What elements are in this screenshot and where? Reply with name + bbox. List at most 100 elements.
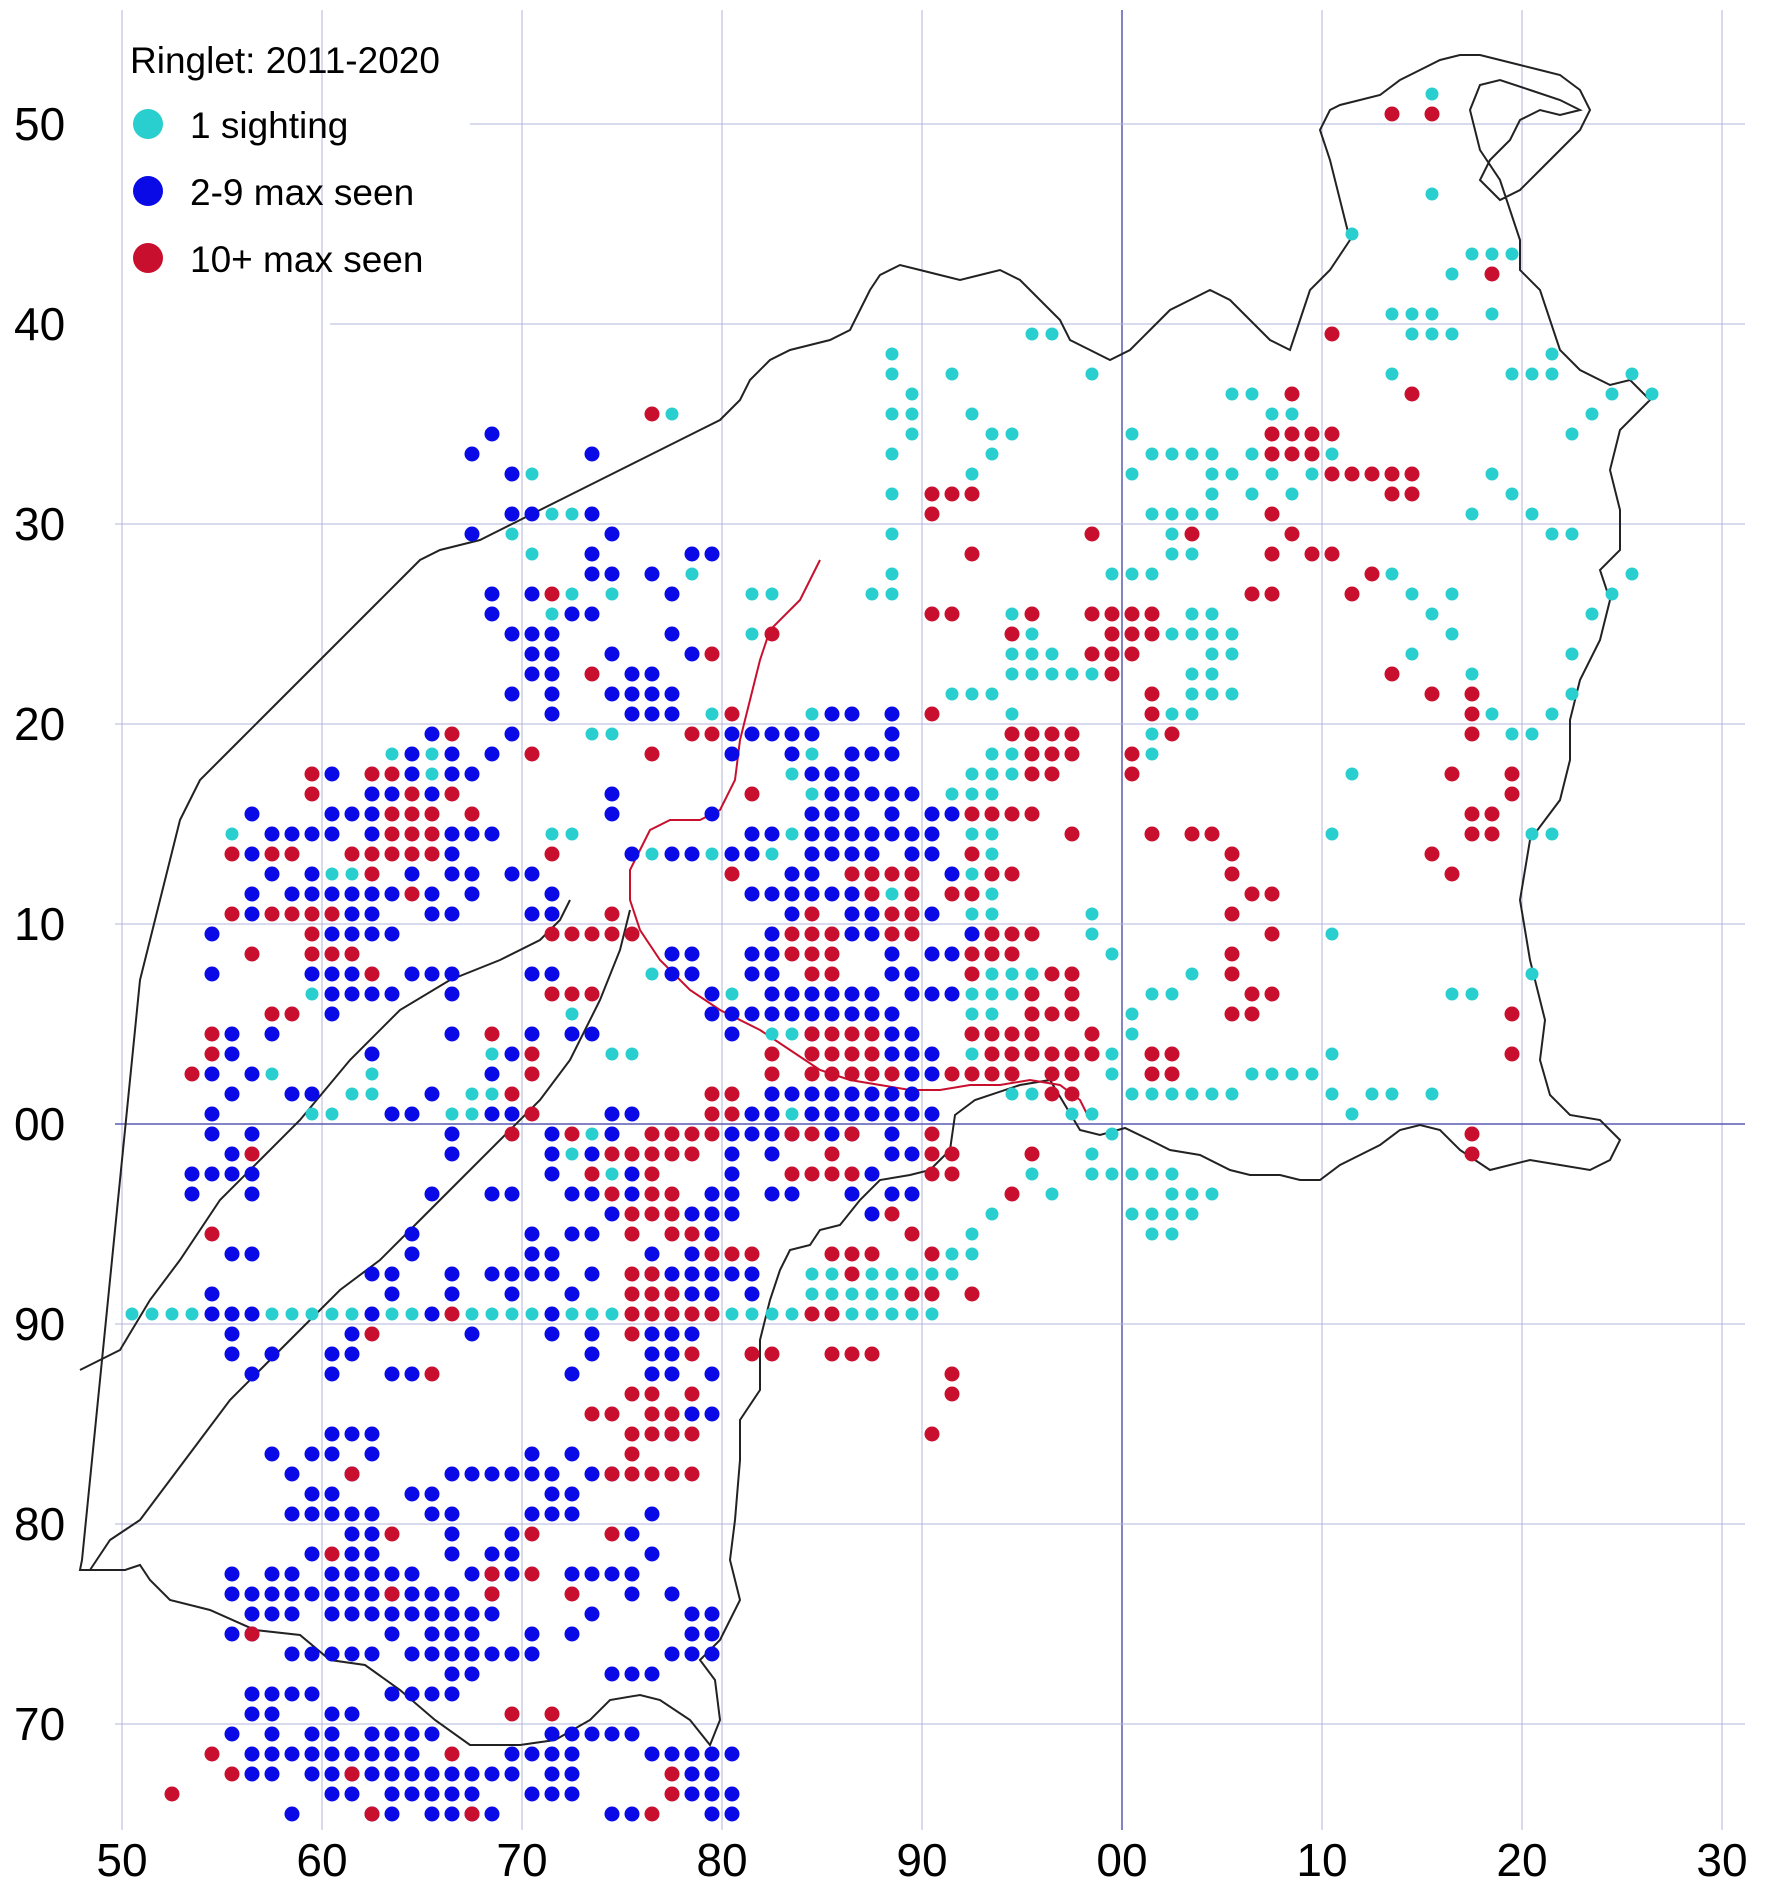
dot-many bbox=[1264, 546, 1280, 562]
dot-single bbox=[1285, 1067, 1299, 1081]
dot-many bbox=[584, 1166, 600, 1182]
dot-few bbox=[884, 1106, 900, 1122]
dot-few bbox=[864, 846, 880, 862]
dot-few bbox=[264, 826, 280, 842]
dot-single bbox=[1325, 447, 1339, 461]
dot-few bbox=[424, 1686, 440, 1702]
dot-few bbox=[544, 886, 560, 902]
dot-few bbox=[864, 1206, 880, 1222]
dot-few bbox=[424, 1086, 440, 1102]
dot-few bbox=[264, 1566, 280, 1582]
dot-many bbox=[1204, 826, 1220, 842]
dot-single bbox=[965, 467, 979, 481]
dot-few bbox=[584, 1606, 600, 1622]
dot-few bbox=[404, 1366, 420, 1382]
dot-few bbox=[544, 906, 560, 922]
dot-few bbox=[424, 1726, 440, 1742]
dot-single bbox=[1025, 967, 1039, 981]
dot-single bbox=[1165, 707, 1179, 721]
dot-single bbox=[585, 1307, 599, 1321]
dot-few bbox=[544, 966, 560, 982]
dot-many bbox=[884, 926, 900, 942]
dot-many bbox=[724, 1086, 740, 1102]
dot-single bbox=[985, 887, 999, 901]
dot-few bbox=[444, 1146, 460, 1162]
dot-few bbox=[544, 1466, 560, 1482]
dot-many bbox=[544, 846, 560, 862]
dot-single bbox=[665, 407, 679, 421]
dot-few bbox=[584, 1266, 600, 1282]
dot-many bbox=[624, 1146, 640, 1162]
dot-many bbox=[964, 886, 980, 902]
dot-single bbox=[565, 1147, 579, 1161]
dot-many bbox=[664, 1186, 680, 1202]
legend-swatch-single bbox=[133, 109, 163, 139]
dot-few bbox=[584, 506, 600, 522]
dot-single bbox=[1185, 687, 1199, 701]
dot-single bbox=[1105, 1167, 1119, 1181]
dot-few bbox=[604, 1126, 620, 1142]
dot-few bbox=[704, 1786, 720, 1802]
dot-few bbox=[704, 1766, 720, 1782]
dot-few bbox=[384, 986, 400, 1002]
dot-few bbox=[744, 1006, 760, 1022]
dot-many bbox=[564, 926, 580, 942]
dot-single bbox=[585, 1127, 599, 1141]
dot-many bbox=[1004, 946, 1020, 962]
dot-many bbox=[664, 1306, 680, 1322]
dot-single bbox=[885, 447, 899, 461]
dot-single bbox=[1145, 1207, 1159, 1221]
dot-few bbox=[224, 1566, 240, 1582]
dot-few bbox=[604, 1566, 620, 1582]
dot-few bbox=[464, 1566, 480, 1582]
dot-few bbox=[364, 1526, 380, 1542]
dot-few bbox=[884, 1026, 900, 1042]
dot-few bbox=[624, 1806, 640, 1822]
dot-many bbox=[624, 926, 640, 942]
dot-few bbox=[684, 1286, 700, 1302]
dot-many bbox=[304, 926, 320, 942]
dot-few bbox=[324, 1346, 340, 1362]
dot-few bbox=[444, 1626, 460, 1642]
dot-many bbox=[384, 846, 400, 862]
dot-single bbox=[985, 747, 999, 761]
dot-many bbox=[1024, 1026, 1040, 1042]
dot-single bbox=[745, 1307, 759, 1321]
dot-few bbox=[364, 886, 380, 902]
dot-single bbox=[1545, 707, 1559, 721]
dot-few bbox=[384, 1626, 400, 1642]
dot-many bbox=[1064, 1046, 1080, 1062]
dot-many bbox=[964, 946, 980, 962]
dot-few bbox=[964, 926, 980, 942]
dot-single bbox=[1465, 507, 1479, 521]
dot-few bbox=[244, 1186, 260, 1202]
dot-few bbox=[404, 1746, 420, 1762]
tick-label-easting-60: 60 bbox=[296, 1834, 347, 1886]
dot-single bbox=[1105, 567, 1119, 581]
dot-single bbox=[1505, 367, 1519, 381]
dot-many bbox=[664, 1426, 680, 1442]
dot-many bbox=[224, 906, 240, 922]
dot-single bbox=[1465, 247, 1479, 261]
tick-label-easting-50: 50 bbox=[96, 1834, 147, 1886]
dot-single bbox=[1445, 987, 1459, 1001]
dot-few bbox=[764, 826, 780, 842]
dot-single bbox=[405, 1307, 419, 1321]
dot-single bbox=[1225, 687, 1239, 701]
dot-single bbox=[1405, 307, 1419, 321]
dot-few bbox=[644, 1746, 660, 1762]
dot-many bbox=[1404, 466, 1420, 482]
county-boundary bbox=[78, 54, 1652, 1747]
dot-many bbox=[1164, 1046, 1180, 1062]
dot-single bbox=[645, 967, 659, 981]
dot-many bbox=[244, 946, 260, 962]
dot-single bbox=[1465, 987, 1479, 1001]
dot-single bbox=[1165, 1227, 1179, 1241]
dot-many bbox=[664, 1766, 680, 1782]
dot-many bbox=[744, 786, 760, 802]
dot-many bbox=[684, 1226, 700, 1242]
dot-many bbox=[624, 1286, 640, 1302]
dot-few bbox=[664, 586, 680, 602]
dot-many bbox=[504, 1706, 520, 1722]
dot-few bbox=[524, 966, 540, 982]
